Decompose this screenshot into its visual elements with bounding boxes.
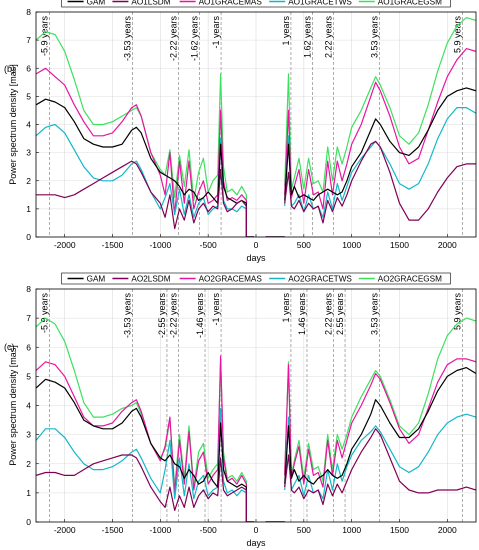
x-tick-label: -1000 <box>149 525 171 535</box>
x-tick-label: 2000 <box>438 240 457 250</box>
y-tick-label: 1 <box>26 204 31 214</box>
x-tick-label: -500 <box>200 240 217 250</box>
legend-entry: AO2LSDM <box>131 275 170 284</box>
x-axis-label: days <box>246 538 266 548</box>
period-marker-label: 3.53 years <box>369 16 379 59</box>
legend-entry: AO2GRACETWS <box>288 275 352 284</box>
y-tick-label: 4 <box>26 401 31 411</box>
x-tick-label: 1000 <box>342 525 361 535</box>
legend-box <box>61 0 451 8</box>
period-marker-label: -2.22 years <box>168 293 178 339</box>
period-marker-label: 1.62 years <box>303 16 313 59</box>
period-marker-label: -1 years <box>211 293 221 326</box>
legend-entry: AO2GRACEMAS <box>199 275 263 284</box>
x-tick-label: 1000 <box>342 240 361 250</box>
y-tick-label: 7 <box>26 35 31 45</box>
legend-entry: AO1LSDM <box>131 0 170 7</box>
y-tick-label: 0 <box>26 517 31 527</box>
legend-entry: GAM <box>87 0 106 7</box>
legend-box <box>61 272 451 285</box>
x-tick-label: 2000 <box>438 525 457 535</box>
y-tick-label: 2 <box>26 176 31 186</box>
series-line-AO2GRACETWS <box>36 407 476 522</box>
y-tick-label: 0 <box>26 232 31 242</box>
period-marker-label: -3.53 years <box>123 293 133 339</box>
series-line-GAM <box>36 87 476 237</box>
period-markers: -5.9 years -3.53 years -2.22 years -1.62 ye… <box>39 12 463 237</box>
series-line-AO1GRACEGSM <box>36 17 476 237</box>
period-marker-label: 2.22 years <box>324 16 334 59</box>
series-group <box>36 17 476 237</box>
y-axis-label: Power spectrum density [mas] <box>8 64 18 185</box>
series-line-AO1LSDM <box>36 140 476 237</box>
y-tick-label: 8 <box>26 7 31 17</box>
chart-panel-0: -5.9 years -3.53 years -2.22 years -1.62 ye… <box>4 0 477 263</box>
legend-entry: AO2GRACEGSM <box>378 275 442 284</box>
tick-labels: -2000 -1500 -1000 -500 0 500 1000 1500 2000 0 1 2 3 4… <box>26 284 457 535</box>
period-marker-label: 5.9 years <box>453 16 463 54</box>
y-tick-label: 7 <box>26 313 31 323</box>
y-tick-label: 1 <box>26 488 31 498</box>
x-tick-label: 500 <box>297 240 311 250</box>
series-line-GAM <box>36 367 476 522</box>
legend-entry: AO1GRACETWS <box>288 0 352 7</box>
series-line-AO2LSDM <box>36 428 476 522</box>
series-line-AO1GRACEMAS <box>36 48 476 237</box>
period-markers: -5.9 years -3.53 years -2.55 years -2.22 ye… <box>39 289 463 522</box>
x-axis-label: days <box>246 253 266 263</box>
x-tick-label: -1000 <box>149 240 171 250</box>
x-tick-label: -2000 <box>54 240 76 250</box>
legend: GAM AO1LSDM AO1GRACEMAS AO1GRACETWS AO1GRACE… <box>61 0 451 8</box>
y-tick-label: 6 <box>26 342 31 352</box>
period-marker-label: 2.22 years <box>324 293 334 336</box>
period-marker-label: -1 years <box>211 16 221 49</box>
tick-labels: -2000 -1500 -1000 -500 0 500 1000 1500 2000 0 1 2 3 4… <box>26 7 457 250</box>
legend-entry: GAM <box>87 275 106 284</box>
x-tick-label: 500 <box>297 525 311 535</box>
y-axis-label: Power spectrum density [mas] <box>8 345 18 466</box>
period-marker-label: 2.55 years <box>335 293 345 336</box>
chart-panel-1: -5.9 years -3.53 years -2.55 years -2.22 ye… <box>4 272 477 548</box>
period-marker-label: 5.9 years <box>453 293 463 331</box>
period-marker-label: 1 years <box>281 293 291 323</box>
period-marker-label: -5.9 years <box>39 16 49 57</box>
period-marker-label: 3.53 years <box>369 293 379 336</box>
y-tick-label: 8 <box>26 284 31 294</box>
period-marker-label: 1 years <box>281 16 291 46</box>
legend-entry: AO1GRACEMAS <box>199 0 263 7</box>
x-tick-label: 0 <box>254 240 259 250</box>
panel-label: (b) <box>4 64 15 74</box>
y-tick-label: 2 <box>26 459 31 469</box>
x-tick-label: 1500 <box>390 525 409 535</box>
x-tick-label: 1500 <box>390 240 409 250</box>
period-marker-label: -3.53 years <box>123 16 133 62</box>
x-tick-label: -1500 <box>102 525 124 535</box>
x-tick-label: -2000 <box>54 525 76 535</box>
period-marker-label: -5.9 years <box>39 293 49 334</box>
x-tick-label: -1500 <box>102 240 124 250</box>
x-tick-label: -500 <box>200 525 217 535</box>
y-tick-label: 3 <box>26 148 31 158</box>
period-marker-label: -2.55 years <box>157 293 167 339</box>
legend-entry: AO1GRACEGSM <box>378 0 442 7</box>
period-marker-label: -2.22 years <box>168 16 178 62</box>
panel-label: (c) <box>4 342 15 352</box>
y-tick-label: 5 <box>26 371 31 381</box>
series-group <box>36 317 476 522</box>
x-tick-label: 0 <box>254 525 259 535</box>
y-tick-label: 6 <box>26 63 31 73</box>
period-marker-label: -1.62 years <box>189 16 199 62</box>
y-tick-label: 3 <box>26 430 31 440</box>
period-marker-label: -1.46 years <box>195 293 205 339</box>
y-tick-label: 4 <box>26 120 31 130</box>
y-tick-label: 5 <box>26 91 31 101</box>
period-marker-label: 1.46 years <box>297 293 307 336</box>
legend: GAM AO2LSDM AO2GRACEMAS AO2GRACETWS AO2GRACE… <box>61 272 451 285</box>
